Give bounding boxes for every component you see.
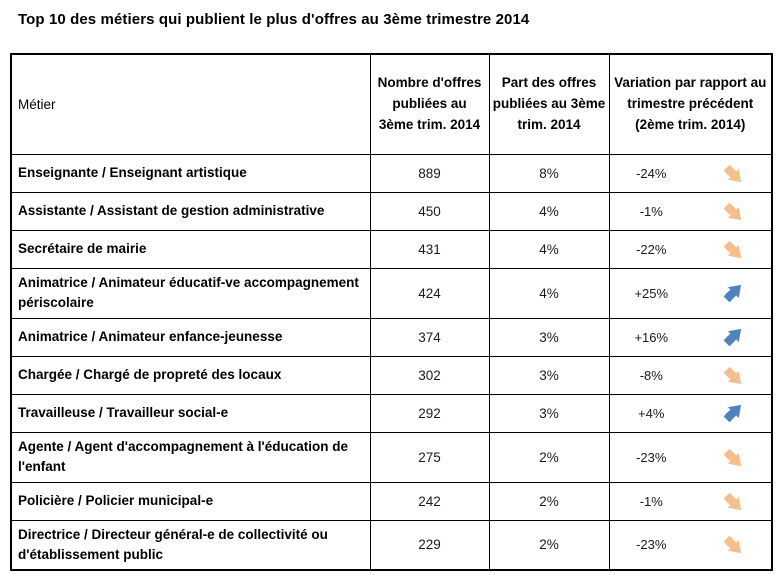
table-row: Enseignante / Enseignant artistique 889 … xyxy=(10,153,773,193)
metier-cell: Directrice / Directeur général-e de coll… xyxy=(10,519,371,571)
trend-arrow-icon xyxy=(693,362,771,389)
part-cell: 8% xyxy=(488,153,610,193)
metier-cell: Animatrice / Animateur enfance-jeunesse xyxy=(10,317,371,357)
part-cell: 3% xyxy=(488,393,610,433)
table-row: Chargée / Chargé de propreté des locaux … xyxy=(10,355,773,395)
nombre-cell: 431 xyxy=(369,229,490,269)
table-row: Assistante / Assistant de gestion admini… xyxy=(10,191,773,231)
table-row: Policière / Policier municipal-e 242 2% … xyxy=(10,481,773,521)
part-cell: 2% xyxy=(488,481,610,521)
metier-cell: Policière / Policier municipal-e xyxy=(10,481,371,521)
variation-cell: -23% xyxy=(608,431,773,483)
table-header-row: Métier Nombre d'offres publiées au 3ème … xyxy=(10,53,773,155)
variation-cell: -23% xyxy=(608,519,773,571)
metier-cell: Agente / Agent d'accompagnement à l'éduc… xyxy=(10,431,371,483)
variation-cell: +25% xyxy=(608,267,773,319)
page-title: Top 10 des métiers qui publient le plus … xyxy=(18,11,530,28)
nombre-cell: 275 xyxy=(369,431,490,483)
nombre-cell: 302 xyxy=(369,355,490,395)
variation-value: -22% xyxy=(636,241,667,257)
variation-value: +25% xyxy=(634,285,669,301)
trend-arrow-icon xyxy=(693,236,771,263)
nombre-cell: 242 xyxy=(369,481,490,521)
trend-arrow-icon xyxy=(693,160,771,187)
metier-cell: Assistante / Assistant de gestion admini… xyxy=(10,191,371,231)
trend-arrow-icon xyxy=(693,198,771,225)
trend-arrow-icon xyxy=(693,324,771,351)
variation-value: -1% xyxy=(639,203,663,219)
table-row: Agente / Agent d'accompagnement à l'éduc… xyxy=(10,431,773,483)
table-row: Animatrice / Animateur enfance-jeunesse … xyxy=(10,317,773,357)
column-header-variation: Variation par rapport au trimestre précé… xyxy=(608,53,773,155)
variation-value: -24% xyxy=(636,165,667,181)
metier-cell: Animatrice / Animateur éducatif-ve accom… xyxy=(10,267,371,319)
nombre-cell: 424 xyxy=(369,267,490,319)
part-cell: 2% xyxy=(488,519,610,571)
part-cell: 3% xyxy=(488,355,610,395)
metier-cell: Chargée / Chargé de propreté des locaux xyxy=(10,355,371,395)
metier-cell: Travailleuse / Travailleur social-e xyxy=(10,393,371,433)
variation-cell: -8% xyxy=(608,355,773,395)
variation-cell: -22% xyxy=(608,229,773,269)
variation-value: -23% xyxy=(636,537,667,553)
nombre-cell: 374 xyxy=(369,317,490,357)
column-header-part: Part des offres publiées au 3ème trim. 2… xyxy=(488,53,610,155)
trend-arrow-icon xyxy=(693,280,771,307)
metier-cell: Secrétaire de mairie xyxy=(10,229,371,269)
variation-cell: +16% xyxy=(608,317,773,357)
variation-cell: -1% xyxy=(608,481,773,521)
variation-value: -1% xyxy=(639,493,663,509)
part-cell: 4% xyxy=(488,191,610,231)
variation-value: -23% xyxy=(636,449,667,465)
nombre-cell: 889 xyxy=(369,153,490,193)
part-cell: 3% xyxy=(488,317,610,357)
nombre-cell: 450 xyxy=(369,191,490,231)
part-cell: 4% xyxy=(488,267,610,319)
variation-cell: -24% xyxy=(608,153,773,193)
part-cell: 4% xyxy=(488,229,610,269)
offers-table: Métier Nombre d'offres publiées au 3ème … xyxy=(10,53,773,571)
variation-cell: -1% xyxy=(608,191,773,231)
nombre-cell: 229 xyxy=(369,519,490,571)
part-cell: 2% xyxy=(488,431,610,483)
variation-value: +16% xyxy=(634,329,669,345)
nombre-cell: 292 xyxy=(369,393,490,433)
table-row: Secrétaire de mairie 431 4% -22% xyxy=(10,229,773,269)
table-row: Travailleuse / Travailleur social-e 292 … xyxy=(10,393,773,433)
table-row: Animatrice / Animateur éducatif-ve accom… xyxy=(10,267,773,319)
column-header-metier: Métier xyxy=(10,53,371,155)
variation-value: -8% xyxy=(639,367,663,383)
variation-value: +4% xyxy=(638,405,665,421)
variation-cell: +4% xyxy=(608,393,773,433)
metier-cell: Enseignante / Enseignant artistique xyxy=(10,153,371,193)
trend-arrow-icon xyxy=(693,531,771,558)
trend-arrow-icon xyxy=(693,488,771,515)
trend-arrow-icon xyxy=(693,400,771,427)
trend-arrow-icon xyxy=(693,444,771,471)
table-row: Directrice / Directeur général-e de coll… xyxy=(10,519,773,571)
column-header-nombre: Nombre d'offres publiées au 3ème trim. 2… xyxy=(369,53,490,155)
